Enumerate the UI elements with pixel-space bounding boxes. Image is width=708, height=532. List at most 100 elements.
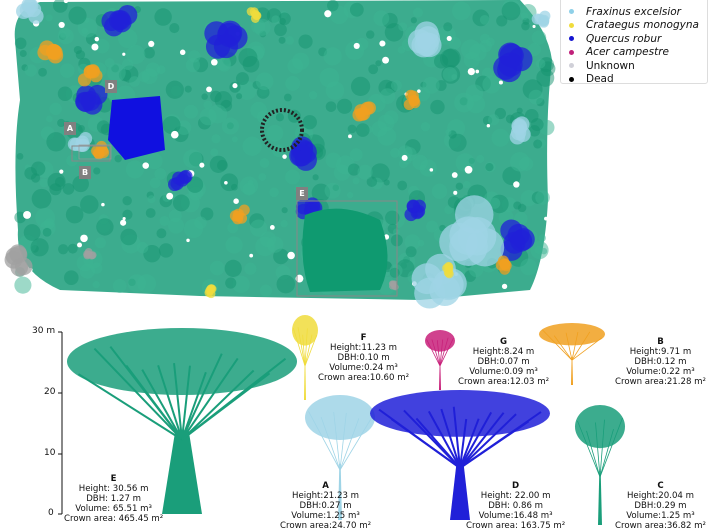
crown [575,405,625,449]
species-crown [179,169,193,184]
canopy-crown [237,80,257,101]
legend-item: Acer campestre [569,46,707,60]
canopy-crown [201,93,208,100]
canopy-crown [501,1,521,21]
canopy-crown [46,132,66,152]
canopy-crown [168,217,185,234]
branch [77,373,183,441]
canopy-gap [101,202,105,207]
canopy-crown [120,228,138,246]
canopy-crown [485,163,494,172]
canopy-crown [398,158,409,169]
species-crown [510,229,533,252]
canopy-crown [524,108,539,123]
canopy-crown [54,177,65,187]
canopy-crown [211,134,221,144]
canopy-gap [467,67,475,76]
canopy-crown [397,180,408,191]
canopy-gap [122,52,126,56]
canopy-crown [159,215,170,227]
tree-a-profile [305,395,375,520]
canopy-crown [392,228,400,236]
canopy-crown [14,276,32,294]
canopy-crown [285,75,301,91]
canopy-crown [57,118,66,128]
canopy-crown [420,121,431,132]
canopy-crown [292,52,310,70]
canopy-crown [285,169,301,185]
crown [425,330,455,352]
canopy-crown [114,154,122,163]
canopy-crown [72,175,89,193]
tree-f-profile [292,315,318,400]
canopy-crown [96,120,111,134]
trunk [598,471,602,525]
canopy-crown [482,75,501,94]
canopy-crown [308,90,318,100]
canopy-crown [255,72,274,91]
canopy-crown [94,38,110,54]
species-crown [252,11,262,21]
canopy-crown [39,178,49,188]
canopy-crown [425,220,439,233]
canopy-crown [266,124,284,142]
canopy-crown [375,60,382,67]
canopy-crown [298,34,313,49]
canopy-gap [501,283,508,290]
canopy-crown [390,147,401,158]
canopy-crown [281,207,288,214]
canopy-crown [59,63,75,79]
legend-dot-icon [569,9,574,15]
canopy-crown [200,207,214,221]
canopy-crown [235,72,249,86]
legend-item: Crataegus monogyna [569,19,707,33]
canopy-crown [324,182,341,199]
canopy-gap [206,86,212,93]
canopy-crown [224,259,242,277]
species-crown [354,104,368,118]
species-crown [236,212,248,224]
species-legend: Fraxinus excelsior Crataegus monogyna Qu… [560,0,708,85]
canopy-crown [410,17,417,24]
tree-d-profile [370,390,550,520]
canopy-gap [453,190,458,195]
canopy-gap [80,234,88,243]
canopy-crown [210,148,219,157]
dead-tree-crown [260,108,304,152]
canopy-crown [272,144,285,158]
canopy-gap [211,58,218,66]
canopy-crown [14,211,26,224]
canopy-crown [80,195,99,214]
species-crown [204,21,229,46]
canopy-crown [462,180,471,189]
canopy-gap [446,35,452,41]
canopy-crown [347,163,361,176]
canopy-crown [162,116,181,135]
canopy-crown [319,67,340,88]
canopy-crown [62,183,75,195]
tree-b-box [78,144,112,160]
legend-item: Unknown [569,59,707,73]
canopy-crown [531,30,547,45]
canopy-crown [502,166,521,186]
canopy-crown [214,91,233,109]
canopy-crown [68,6,87,25]
legend-label: Quercus robur [586,32,662,45]
canopy-crown [323,47,342,66]
canopy-crown [422,76,440,94]
species-crown [74,138,89,153]
canopy-crown [279,17,286,25]
canopy-gap [417,89,421,93]
species-crown [443,268,453,278]
canopy-crown [479,39,493,53]
canopy-crown [125,160,145,179]
map-tag-a: A [64,122,76,135]
canopy-gap [544,216,548,221]
species-crown [76,85,97,106]
trunk [338,463,342,520]
canopy-crown [266,236,284,253]
canopy-crown [92,280,100,289]
canopy-crown [536,68,555,87]
canopy-crown [505,114,515,124]
canopy-crown [169,23,180,34]
